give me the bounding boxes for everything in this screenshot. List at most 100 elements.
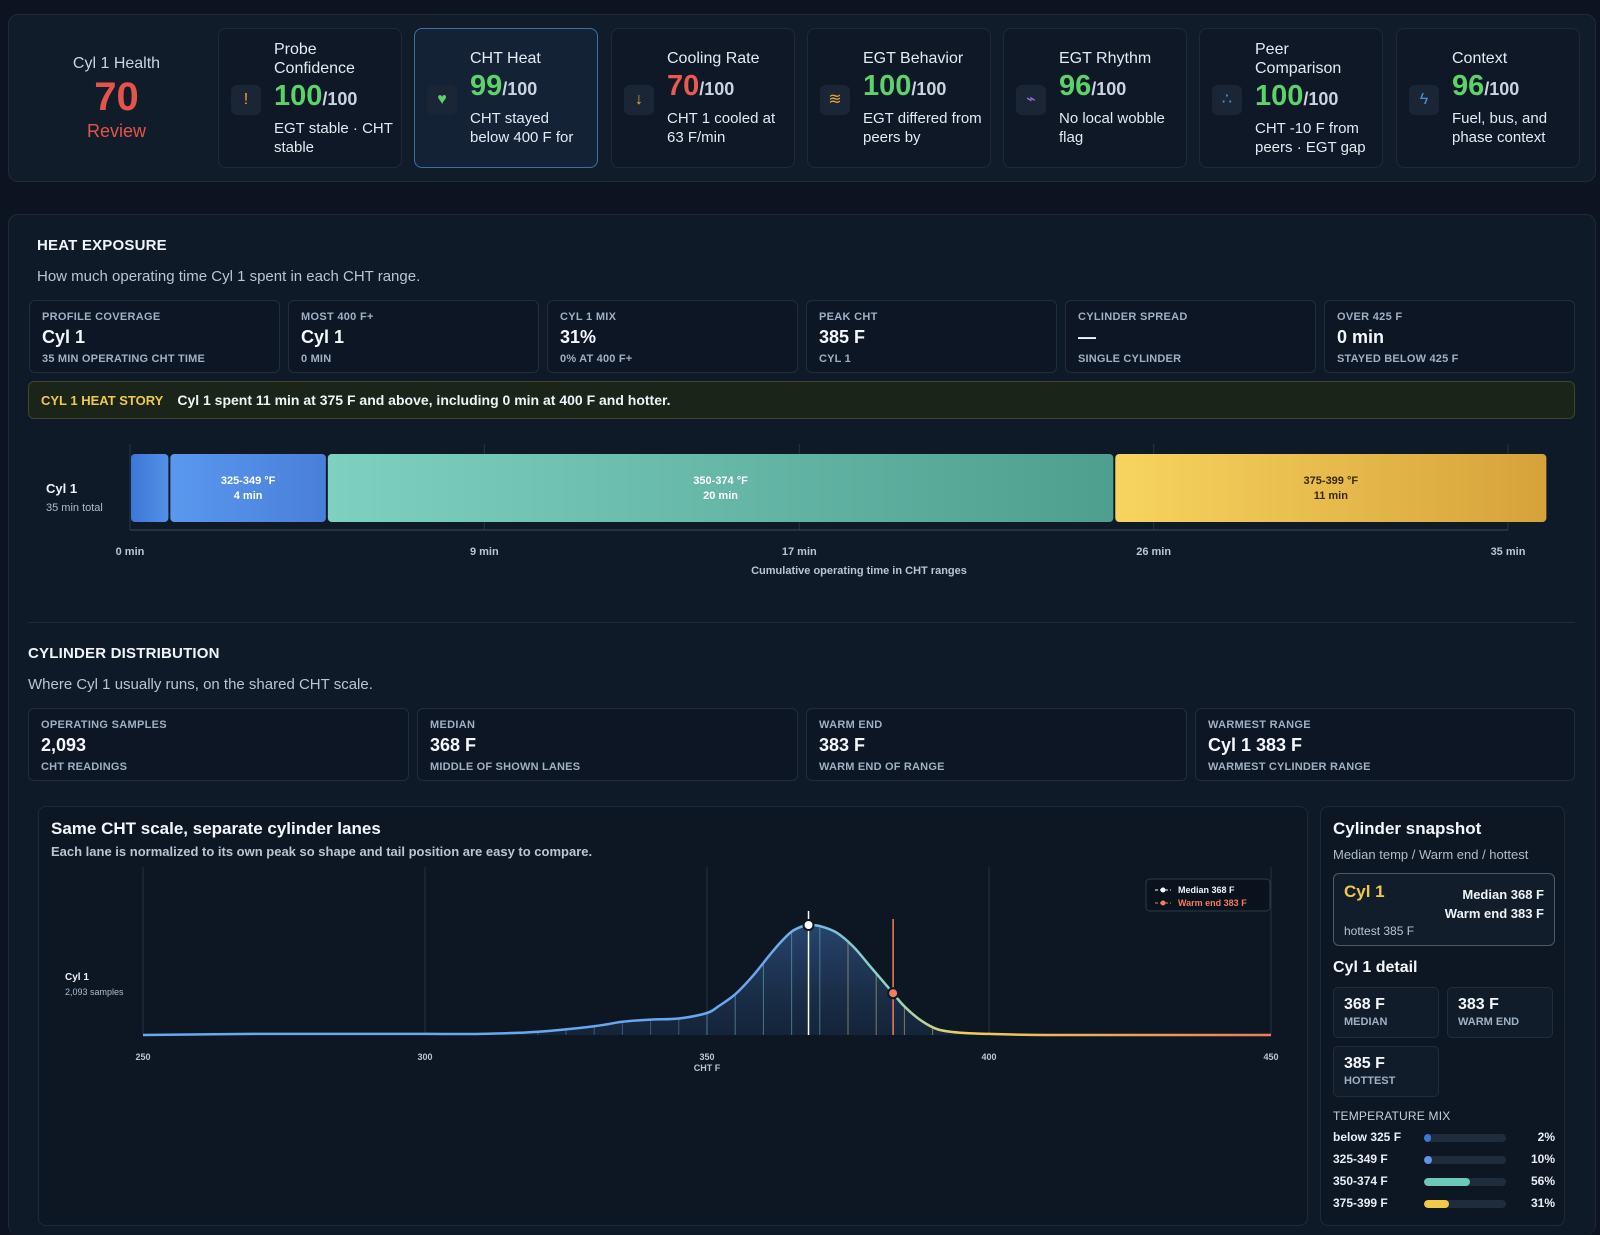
card-peer-comparison[interactable]: ∴ Peer Comparison 100/100 CHT -10 F from…: [1199, 28, 1383, 168]
lane-label: Cyl 1: [65, 972, 89, 983]
stat-value: —: [1078, 327, 1096, 347]
health-label: Cyl 1 Health: [72, 55, 161, 72]
heat-story-text: Cyl 1 spent 11 min at 375 F and above, i…: [177, 392, 671, 408]
card-score: 100: [863, 70, 912, 102]
cylinder-distribution-title: CYLINDER DISTRIBUTION: [28, 645, 220, 662]
mix-percent: 10%: [1530, 1152, 1555, 1166]
bar-segment: [131, 454, 169, 522]
detail-warm-end: 383 F WARM END: [1447, 987, 1553, 1038]
card-cooling-rate[interactable]: ↓ Cooling Rate 70/100 CHT 1 cooled at 63…: [611, 28, 795, 168]
stat-foot: STAYED BELOW 425 F: [1337, 353, 1459, 365]
card-desc: Fuel, bus, and phase context: [1452, 110, 1548, 146]
mix-label: below 325 F: [1333, 1130, 1402, 1144]
segment-sublabel: 11 min: [1314, 490, 1349, 502]
legend-median-label: Median 368 F: [1178, 885, 1235, 895]
card-title: Peer Comparison: [1255, 40, 1342, 77]
warning-icon: !: [231, 85, 261, 115]
stat-cyl1-mix: CYL 1 MIX 31% 0% AT 400 F+: [547, 300, 798, 373]
egt-wave-icon: ≋: [820, 85, 850, 115]
mix-bar-fill: [1424, 1178, 1470, 1186]
cooling-arrow-icon: ↓: [624, 85, 654, 115]
stat-most-400: MOST 400 F+ Cyl 1 0 MIN: [288, 300, 539, 373]
chart-subtitle: Each lane is normalized to its own peak …: [51, 844, 593, 859]
card-desc: EGT differed from peers by: [863, 110, 982, 146]
stat-warm-end: WARM END 383 F WARM END OF RANGE: [806, 708, 1187, 781]
stat-value: Cyl 1: [301, 327, 345, 347]
stat-value: Cyl 1 383 F: [1208, 735, 1303, 755]
mix-bar-fill: [1424, 1200, 1450, 1208]
mix-row: 375-399 F 31%: [1333, 1196, 1555, 1212]
stat-key: OPERATING SAMPLES: [41, 719, 167, 731]
card-probe-confidence[interactable]: ! Probe Confidence 100/100 EGT stable · …: [218, 28, 402, 168]
mix-row: 325-349 F 10%: [1333, 1152, 1555, 1168]
stat-foot: CYL 1: [819, 353, 851, 365]
card-score: 96: [1059, 70, 1092, 102]
stat-value: 385 F: [819, 327, 866, 347]
x-axis-label: CHT F: [694, 1063, 721, 1073]
health-status: Review: [86, 121, 147, 141]
detail-value: 383 F: [1458, 996, 1499, 1013]
mix-label: 350-374 F: [1333, 1174, 1388, 1188]
mix-label: 375-399 F: [1333, 1196, 1388, 1210]
detail-hottest: 385 F HOTTEST: [1333, 1046, 1439, 1097]
mix-bar-track: [1424, 1156, 1506, 1164]
snapshot-subtitle: Median temp / Warm end / hottest: [1333, 847, 1529, 862]
snapshot-warm-end: Warm end 383 F: [1444, 906, 1544, 921]
stat-key: MOST 400 F+: [301, 311, 374, 323]
heat-story-banner: CYL 1 HEAT STORY Cyl 1 spent 11 min at 3…: [28, 381, 1575, 419]
segment-label: 375-399 °F: [1304, 475, 1359, 487]
card-context[interactable]: ϟ Context 96/100 Fuel, bus, and phase co…: [1396, 28, 1580, 168]
stat-value: 31%: [560, 327, 597, 347]
detail-title: Cyl 1 detail: [1333, 959, 1418, 976]
stat-foot: 35 MIN OPERATING CHT TIME: [42, 353, 206, 365]
card-title: EGT Behavior: [863, 50, 964, 67]
stat-profile-coverage: PROFILE COVERAGE Cyl 1 35 MIN OPERATING …: [29, 300, 280, 373]
card-cht-heat[interactable]: ♥ CHT Heat 99/100 CHT stayed below 400 F…: [414, 28, 598, 168]
card-egt-behavior[interactable]: ≋ EGT Behavior 100/100 EGT differed from…: [807, 28, 991, 168]
lane-sublabel: 2,093 samples: [65, 987, 124, 997]
detail-key: HOTTEST: [1344, 1075, 1396, 1087]
card-title: Context: [1452, 50, 1508, 67]
segment-label: 325-349 °F: [221, 475, 276, 487]
x-tick-label: 17 min: [782, 546, 817, 558]
card-desc: CHT -10 F from peers · EGT gap: [1255, 119, 1366, 156]
snapshot-hottest: hottest 385 F: [1344, 924, 1415, 938]
card-egt-rhythm[interactable]: ⌁ EGT Rhythm 96/100 No local wobble flag: [1003, 28, 1187, 168]
card-title: Probe Confidence: [274, 40, 355, 77]
card-title: EGT Rhythm: [1059, 50, 1152, 67]
heat-exposure-subtitle: How much operating time Cyl 1 spent in e…: [37, 268, 421, 285]
x-tick-label: 0 min: [116, 546, 145, 558]
detail-value: 368 F: [1344, 996, 1385, 1013]
stat-foot: WARM END OF RANGE: [819, 761, 945, 773]
heat-story-tag: CYL 1 HEAT STORY: [41, 392, 164, 408]
cylinder-snapshot-panel: Cylinder snapshot Median temp / Warm end…: [1320, 806, 1565, 1226]
mix-percent: 56%: [1530, 1174, 1555, 1188]
detail-median: 368 F MEDIAN: [1333, 987, 1439, 1038]
mix-label: 325-349 F: [1333, 1152, 1388, 1166]
peer-dots-icon: ∴: [1212, 85, 1242, 115]
detail-key: MEDIAN: [1344, 1016, 1388, 1028]
card-score: 99: [470, 70, 503, 102]
stat-key: PEAK CHT: [819, 311, 878, 323]
x-tick-label: 9 min: [470, 546, 499, 558]
stat-foot: SINGLE CYLINDER: [1078, 353, 1182, 365]
card-score-denom: /100: [1091, 79, 1127, 99]
x-tick-label: 35 min: [1491, 546, 1526, 558]
card-score-denom: /100: [322, 88, 358, 109]
x-tick-label: 400: [981, 1052, 996, 1062]
heat-exposure-title: HEAT EXPOSURE: [37, 237, 167, 254]
stat-value: 2,093: [41, 735, 87, 755]
mix-bar-fill: [1424, 1156, 1433, 1164]
snapshot-card-cyl1[interactable]: Cyl 1 Median 368 F Warm end 383 F hottes…: [1333, 873, 1555, 946]
bar-segment: [1115, 454, 1547, 522]
bolt-icon: ϟ: [1409, 85, 1439, 115]
detail-value: 385 F: [1344, 1055, 1385, 1072]
x-tick-label: 450: [1263, 1052, 1278, 1062]
stat-key: MEDIAN: [430, 719, 476, 731]
stat-value: 383 F: [819, 735, 866, 755]
distribution-chart-panel: Same CHT scale, separate cylinder lanes …: [38, 806, 1308, 1226]
stat-over-425: OVER 425 F 0 min STAYED BELOW 425 F: [1324, 300, 1575, 373]
card-score-denom: /100: [699, 79, 735, 99]
x-tick-label: 250: [135, 1052, 150, 1062]
card-score-denom: /100: [502, 79, 538, 99]
